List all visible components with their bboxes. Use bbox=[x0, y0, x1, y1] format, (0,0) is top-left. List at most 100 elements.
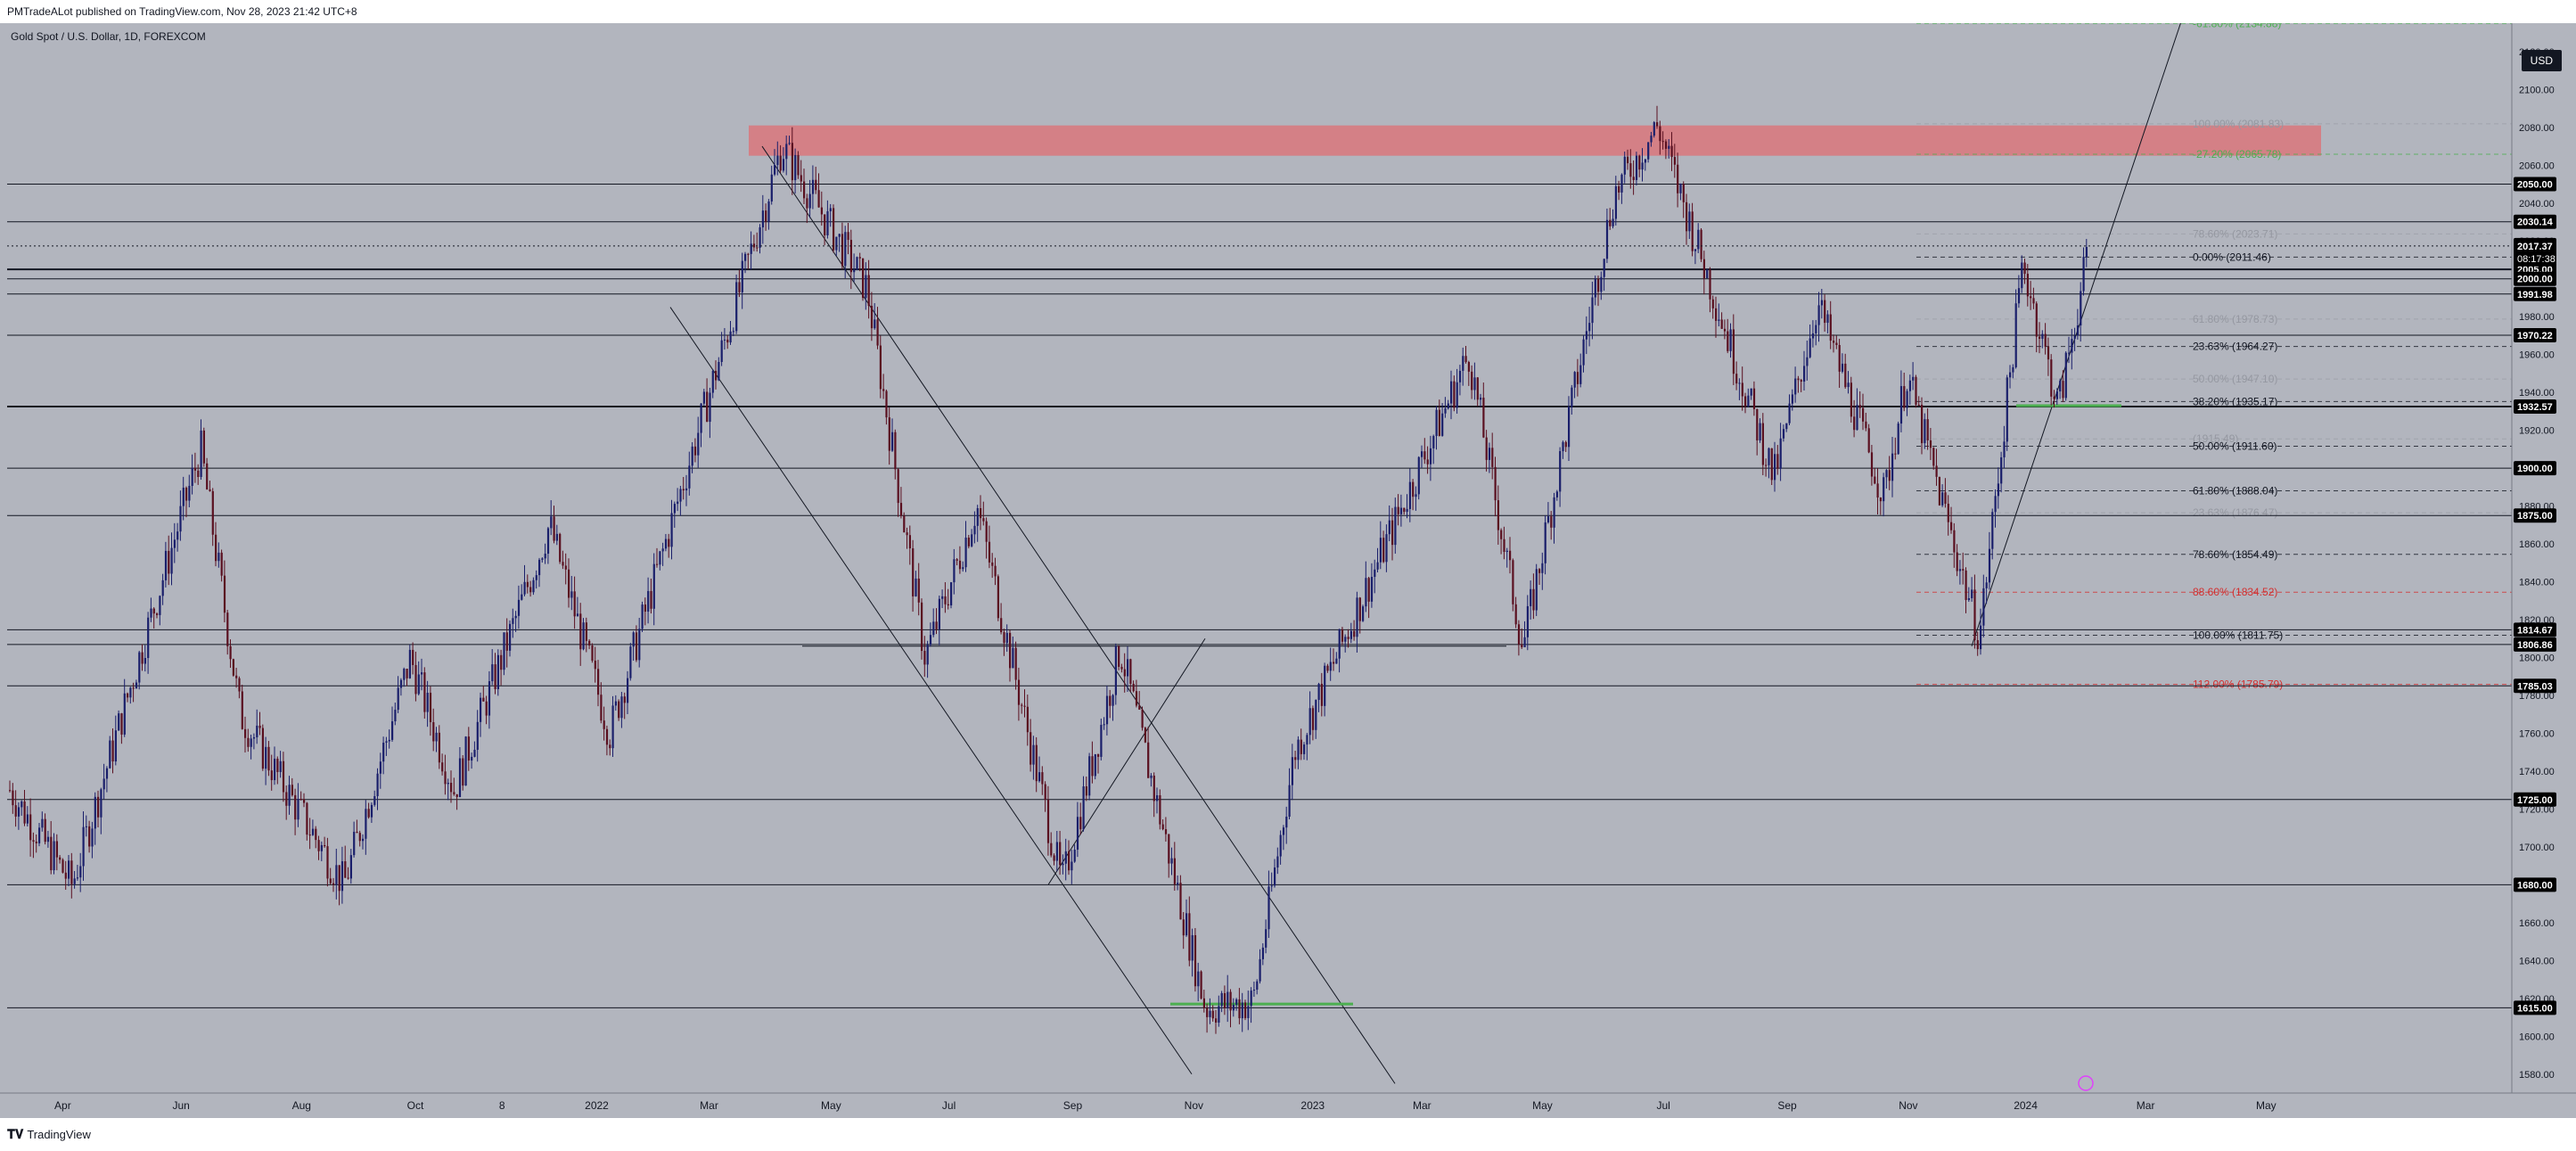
candle-body bbox=[1229, 991, 1232, 1011]
candle-body bbox=[1030, 732, 1032, 765]
candle-body bbox=[394, 710, 397, 722]
candle-body bbox=[152, 608, 155, 614]
trend-line[interactable] bbox=[1047, 637, 1206, 885]
candle-body bbox=[1432, 436, 1435, 448]
candle-body bbox=[847, 232, 849, 241]
candle-body bbox=[1774, 454, 1776, 481]
candle-body bbox=[38, 827, 41, 843]
candle-body bbox=[1862, 407, 1865, 422]
candle-body bbox=[1188, 913, 1191, 961]
resistance-zone[interactable] bbox=[749, 125, 2321, 156]
candle-body bbox=[980, 508, 982, 519]
candle-body bbox=[1609, 219, 1612, 226]
candle-body bbox=[833, 208, 835, 251]
candle-body bbox=[1376, 562, 1379, 570]
candle-body bbox=[1038, 772, 1041, 782]
tradingview-logo[interactable]: 𝐓𝐕 TradingView bbox=[7, 1127, 91, 1142]
candle-body bbox=[1985, 582, 1988, 588]
candle-body bbox=[794, 154, 797, 181]
candle-body bbox=[1300, 739, 1302, 754]
candle-body bbox=[849, 240, 852, 273]
y-axis-tick-label: 1720.00 bbox=[2519, 804, 2555, 815]
candle-body bbox=[193, 467, 197, 471]
price-level-tag-label: 2000.00 bbox=[2517, 275, 2553, 285]
candle-body bbox=[109, 740, 111, 769]
candle-body bbox=[1967, 597, 1970, 600]
candle-body bbox=[1252, 990, 1256, 991]
candle-body bbox=[1723, 328, 1727, 332]
candle-body bbox=[1885, 470, 1888, 478]
y-axis-panel[interactable] bbox=[2512, 23, 2576, 1093]
candle-body bbox=[1826, 314, 1829, 324]
fib-level-label: 50.00% (1911.60) bbox=[2193, 440, 2277, 452]
candle-body bbox=[423, 672, 426, 712]
candle-body bbox=[1394, 506, 1397, 546]
candle-body bbox=[1276, 856, 1279, 868]
chart-area[interactable]: -61.80% (2134.88) 100.00% (2081.83) -27.20… bbox=[0, 23, 2576, 1118]
candle-body bbox=[541, 558, 544, 560]
candle-body bbox=[1150, 775, 1153, 778]
y-axis-tick-label: 2080.00 bbox=[2519, 123, 2555, 134]
candle-body bbox=[367, 809, 370, 818]
candle-body bbox=[1035, 744, 1038, 782]
candle-body bbox=[127, 693, 129, 698]
channel-upper-line[interactable] bbox=[761, 145, 1396, 1084]
candle-body bbox=[1367, 578, 1370, 602]
candle-body bbox=[1232, 1005, 1235, 1011]
candle-body bbox=[1800, 380, 1802, 382]
x-axis-tick-label: Jul bbox=[1656, 1099, 1669, 1112]
candle-body bbox=[517, 599, 521, 616]
candle-body bbox=[1491, 448, 1494, 467]
candle-body bbox=[267, 746, 270, 771]
candle-body bbox=[568, 569, 570, 598]
candle-body bbox=[1944, 492, 1947, 505]
candle-body bbox=[1782, 429, 1785, 439]
candle-body bbox=[141, 652, 144, 664]
candle-body bbox=[447, 782, 449, 785]
candle-body bbox=[991, 562, 994, 566]
currency-button[interactable]: USD bbox=[2521, 50, 2562, 71]
candle-body bbox=[252, 736, 256, 739]
candle-body bbox=[1917, 404, 1920, 406]
candle-body bbox=[1797, 378, 1800, 381]
candle-body bbox=[1715, 308, 1718, 321]
candle-body bbox=[1358, 597, 1361, 621]
candle-body bbox=[2026, 274, 2029, 297]
candle-body bbox=[1668, 145, 1670, 149]
candle-body bbox=[462, 758, 464, 786]
candle-body bbox=[1600, 276, 1603, 292]
candle-body bbox=[1103, 724, 1105, 726]
candle-body bbox=[226, 612, 229, 646]
candle-body bbox=[1903, 386, 1906, 408]
fib-level-label: 23.63% (1964.27) bbox=[2193, 341, 2277, 353]
candle-body bbox=[206, 463, 209, 489]
candle-body bbox=[241, 691, 243, 729]
price-chart[interactable]: -61.80% (2134.88) 100.00% (2081.83) -27.20… bbox=[0, 23, 2576, 1118]
candle-body bbox=[1480, 398, 1482, 400]
candle-body bbox=[1779, 438, 1782, 469]
candle-body bbox=[329, 878, 332, 884]
price-level-tag-label: 1932.57 bbox=[2517, 402, 2553, 413]
candle-body bbox=[1279, 834, 1282, 857]
candle-body bbox=[1441, 413, 1444, 436]
candle-body bbox=[2021, 262, 2023, 289]
candle-body bbox=[179, 506, 182, 532]
candle-body bbox=[867, 275, 870, 307]
candle-body bbox=[759, 227, 761, 248]
candle-body bbox=[1727, 331, 1729, 351]
candle-body bbox=[774, 165, 776, 175]
candle-body bbox=[303, 799, 306, 803]
candle-body bbox=[82, 826, 85, 867]
candle-body bbox=[1046, 799, 1050, 843]
candle-body bbox=[856, 257, 858, 270]
replay-icon[interactable] bbox=[2078, 1075, 2094, 1091]
candle-body bbox=[1761, 423, 1764, 465]
candle-body bbox=[365, 809, 367, 839]
y-axis-tick-label: 1580.00 bbox=[2519, 1070, 2555, 1081]
candle-body bbox=[700, 403, 702, 433]
candle-body bbox=[1464, 356, 1467, 363]
candle-body bbox=[238, 678, 241, 692]
channel-lower-line[interactable] bbox=[669, 307, 1193, 1075]
candle-body bbox=[691, 446, 693, 466]
candle-body bbox=[1485, 437, 1488, 460]
